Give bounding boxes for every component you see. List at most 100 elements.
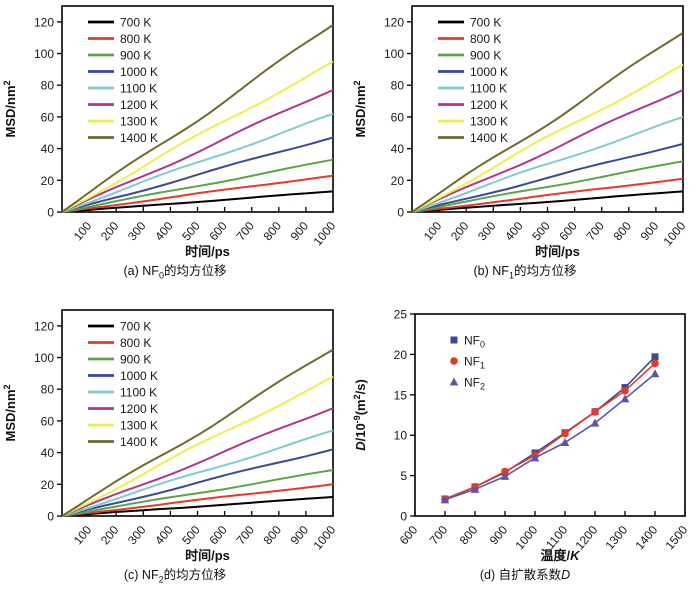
legend-label: 1100 K: [470, 82, 507, 96]
legend-label: 1300 K: [470, 115, 508, 129]
x-tick-label: 100: [71, 523, 95, 548]
series-line-1200K: [411, 89, 684, 213]
y-tick-label: 10: [394, 429, 408, 443]
series-line-1300K: [61, 60, 334, 213]
marker-square: [651, 353, 659, 361]
series-line-1400K: [411, 32, 684, 213]
legend-label: 1000 K: [120, 369, 158, 383]
legend-label: 900 K: [120, 49, 151, 63]
y-tick-label: 80: [41, 79, 55, 93]
legend-label: 900 K: [120, 353, 151, 367]
y-axis-title: MSD/nm2: [2, 80, 18, 137]
y-tick-label: 60: [391, 110, 405, 124]
x-tick-label: 700: [583, 219, 607, 244]
x-axis: 100 200 300 400 500 600 700 800 900 1000: [71, 207, 339, 248]
panel-c: 0 20 40 60 80 100 120 100 200 300 400 500 600 700 800 9…: [0, 290, 350, 594]
caption-a: (a) NF0的均方位移: [124, 263, 227, 284]
series-line-700K: [61, 496, 334, 517]
legend-label: 800 K: [470, 32, 501, 46]
x-tick-label: 600: [556, 219, 580, 244]
series-line-800K: [61, 483, 334, 517]
x-tick-label: 300: [125, 523, 149, 548]
x-axis: 100 200 300 400 500 600 700 800 900 1000: [421, 207, 689, 248]
x-tick-label: 1000: [660, 219, 688, 249]
y-tick-label: 25: [394, 308, 408, 322]
x-tick-label: 700: [233, 523, 257, 548]
x-tick-label: 900: [288, 523, 312, 548]
series-line-1100K: [61, 429, 334, 517]
marker-triangle: [560, 437, 570, 446]
legend-label: 800 K: [120, 32, 151, 46]
x-tick-label: 700: [233, 219, 257, 244]
y-tick-label: 60: [41, 110, 55, 124]
legend-label: 1000 K: [120, 65, 158, 79]
x-tick-label: 500: [529, 219, 553, 244]
y-axis-title: D/10-9(m2/s): [352, 379, 368, 451]
y-tick-label: 0: [397, 206, 404, 220]
series-line-1100K: [411, 115, 684, 213]
legend-label: 700 K: [120, 320, 151, 334]
legend-label: 1300 K: [120, 419, 158, 433]
caption-c-post: 的均方位移: [163, 568, 227, 582]
series-line-800K: [411, 177, 684, 213]
legend-label: 1200 K: [470, 98, 508, 112]
legend: 700 K 800 K 900 K 1000 K 1100 K 1200 K 1300 K 1…: [88, 16, 158, 145]
panel-a: 0 20 40 60 80 100 120 100 200 300 400 500 600 700 800 9…: [0, 0, 350, 290]
series-lines: [411, 32, 684, 213]
series-lines: [61, 348, 334, 517]
x-tick-label: 1000: [310, 219, 338, 249]
series-line-1100K: [61, 112, 334, 213]
series-lines: [440, 353, 660, 504]
legend-label: NF0: [464, 334, 485, 350]
y-tick-label: 40: [41, 446, 55, 460]
marker-triangle: [620, 394, 630, 403]
series-line-1300K: [61, 375, 334, 517]
caption-c-sub: 2: [158, 574, 164, 585]
y-tick-label: 5: [400, 469, 407, 483]
x-axis: 600 700 800 900 1000 1100 1200 1300 1400 1500: [397, 511, 691, 552]
series-line-1200K: [61, 407, 334, 517]
y-axis-title: MSD/nm2: [352, 80, 368, 137]
caption-c: (c) NF2的均方位移: [124, 567, 226, 588]
x-tick-label: 500: [179, 219, 203, 244]
x-axis-title: 时间/ps: [185, 244, 230, 259]
series-line-1400K: [61, 24, 334, 213]
x-tick-label: 300: [125, 219, 149, 244]
caption-a-post: 的均方位移: [163, 264, 227, 278]
caption-a-sub: 0: [158, 270, 164, 281]
series-line-NF1: [444, 362, 656, 500]
caption-b-pre: (b) NF: [473, 264, 509, 278]
series-line-1200K: [61, 89, 334, 213]
caption-d: (d) 自扩散系数D: [480, 567, 570, 583]
x-tick-label: 500: [179, 523, 203, 548]
legend-label: 1000 K: [470, 65, 508, 79]
x-axis-title: 时间/ps: [535, 244, 580, 259]
y-tick-label: 20: [391, 174, 405, 188]
y-tick-label: 20: [394, 348, 408, 362]
y-tick-label: 80: [41, 383, 55, 397]
panel-b: 0 20 40 60 80 100 120 100 200 300 400 500 600 700 800 9…: [350, 0, 700, 290]
marker-triangle: [590, 418, 600, 427]
y-axis-title: MSD/nm2: [2, 384, 18, 441]
x-tick-label: 100: [71, 219, 95, 244]
series-line-1000K: [411, 142, 684, 213]
y-axis: 0 20 40 60 80 100 120: [34, 319, 62, 524]
legend-label: 1400 K: [470, 131, 508, 145]
series-lines: [61, 24, 334, 213]
y-axis: 0 20 40 60 80 100 120: [34, 15, 62, 220]
marker-triangle: [650, 369, 660, 378]
marker-circle: [651, 359, 659, 368]
caption-b: (b) NF1的均方位移: [474, 263, 577, 284]
legend: 700 K 800 K 900 K 1000 K 1100 K 1200 K 1300 K 1…: [88, 320, 158, 449]
x-tick-label: 400: [152, 219, 176, 244]
y-tick-label: 0: [47, 206, 54, 220]
legend-label: NF1: [464, 355, 485, 371]
x-tick-label: 300: [475, 219, 499, 244]
y-tick-label: 40: [391, 142, 405, 156]
caption-a-pre: (a) NF: [123, 264, 159, 278]
marker-circle: [561, 429, 569, 438]
legend-label: 700 K: [120, 16, 151, 30]
